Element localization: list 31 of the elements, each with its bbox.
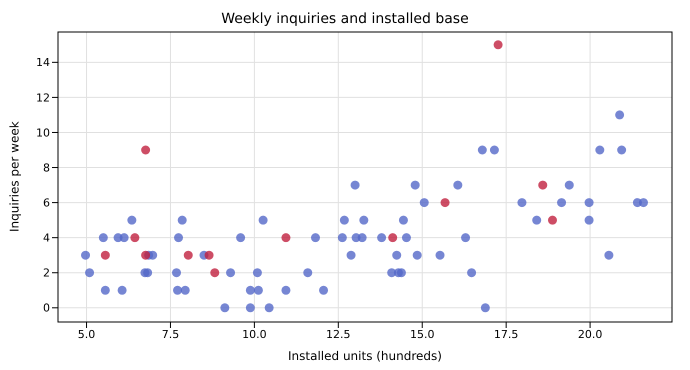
x-tick-label: 10.0 [242,328,267,341]
chart-title: Weekly inquiries and installed base [220,10,470,29]
point [130,233,140,242]
point [210,268,220,278]
point [548,216,557,225]
x-tick-label: 20.0 [578,328,602,341]
x-tick-label: 15.0 [410,328,434,341]
x-axis-title: Installed units (hundreds) [288,349,442,363]
x-tick-label: 7.5 [162,328,180,341]
y-tick-label: 6 [43,196,50,210]
y-tick-label: 10 [36,126,50,140]
x-tick-label: 12.5 [326,328,351,341]
y-tick-label: 4 [43,232,50,245]
point [440,198,450,208]
x-tick-label: 5.0 [78,328,96,341]
point [204,250,214,260]
y-tick-label: 2 [43,266,50,280]
y-tick-label: 8 [43,161,50,174]
point [388,233,398,242]
point [141,250,150,260]
point [141,146,150,154]
point [538,180,548,190]
point [100,250,110,260]
x-tick-label: 17.5 [494,328,518,341]
y-tick-label: 12 [36,91,50,104]
y-axis-title: Inquiries per week [7,121,22,232]
point [281,233,290,242]
point [494,40,503,50]
y-tick-label: 14 [36,56,50,70]
y-tick-label: 0 [43,302,50,315]
point [184,250,193,260]
